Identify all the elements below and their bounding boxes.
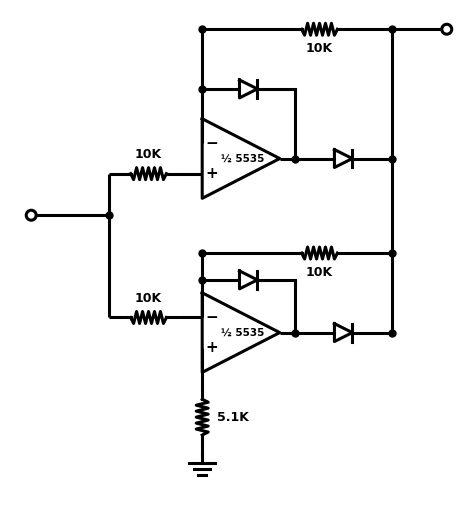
Text: 10K: 10K bbox=[135, 148, 162, 160]
Text: 5.1K: 5.1K bbox=[217, 411, 249, 424]
Text: ½ 5535: ½ 5535 bbox=[221, 154, 264, 164]
Text: −: − bbox=[206, 310, 219, 325]
Text: +: + bbox=[206, 340, 219, 355]
Text: −: − bbox=[206, 136, 219, 151]
Text: 10K: 10K bbox=[306, 266, 333, 279]
Text: 10K: 10K bbox=[135, 292, 162, 304]
Text: +: + bbox=[206, 166, 219, 181]
Text: ½ 5535: ½ 5535 bbox=[221, 328, 264, 337]
Text: 10K: 10K bbox=[306, 42, 333, 55]
